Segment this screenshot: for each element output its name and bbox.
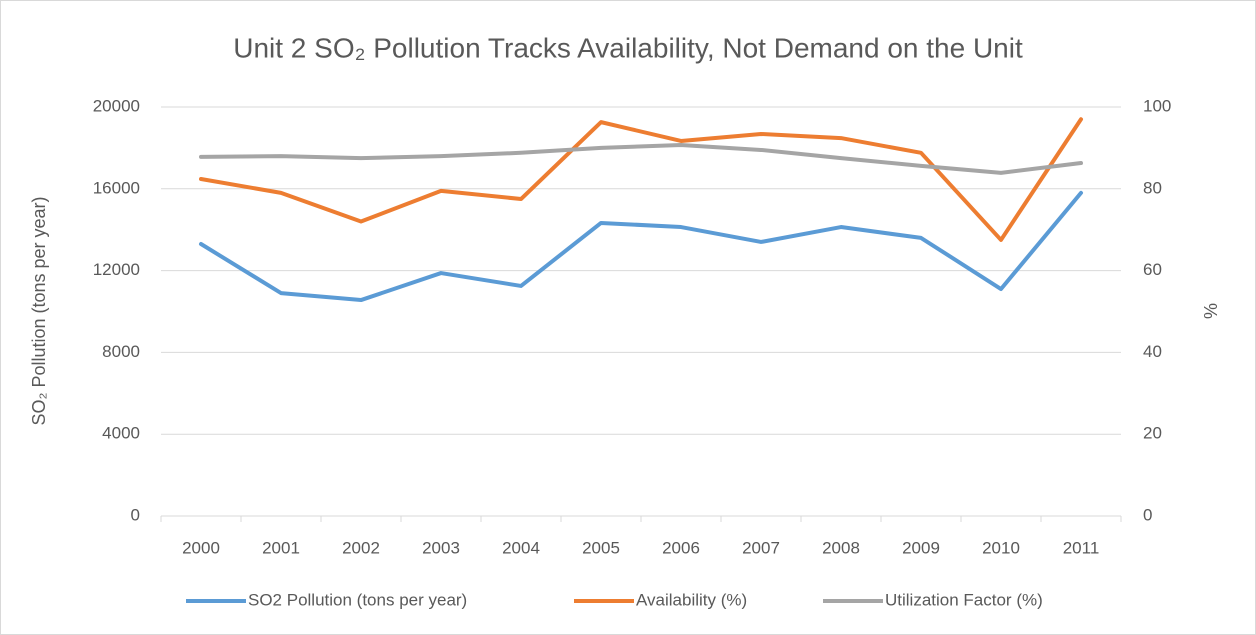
y2-axis-label: % — [1201, 303, 1221, 319]
x-tick-label: 2005 — [582, 538, 620, 557]
y2-tick-label: 60 — [1143, 260, 1162, 279]
y2-tick-label: 40 — [1143, 342, 1162, 361]
x-tick-label: 2004 — [502, 538, 540, 557]
y2-tick-label: 20 — [1143, 424, 1162, 443]
series-line — [199, 143, 1083, 175]
y-axis-label: SO₂ Pollution (tons per year) — [29, 196, 49, 425]
y-tick-label: 16000 — [93, 178, 140, 197]
x-tick-label: 2000 — [182, 538, 220, 557]
x-tick-label: 2008 — [822, 538, 860, 557]
y-tick-label: 0 — [131, 505, 140, 524]
legend-label: Utilization Factor (%) — [885, 590, 1043, 609]
y-tick-label: 12000 — [93, 260, 140, 279]
x-tick-label: 2006 — [662, 538, 700, 557]
y-tick-label: 4000 — [102, 424, 140, 443]
legend-label: Availability (%) — [636, 590, 747, 609]
x-tick-label: 2003 — [422, 538, 460, 557]
y-tick-label: 20000 — [93, 96, 140, 115]
x-tick-label: 2002 — [342, 538, 380, 557]
y2-tick-label: 80 — [1143, 178, 1162, 197]
x-tick-label: 2010 — [982, 538, 1020, 557]
chart-title: Unit 2 SO₂ Pollution Tracks Availability… — [233, 32, 1023, 63]
x-tick-label: 2011 — [1063, 538, 1100, 557]
y2-tick-label: 0 — [1143, 505, 1152, 524]
series-line — [199, 190, 1083, 303]
x-tick-label: 2009 — [902, 538, 940, 557]
x-tick-label: 2007 — [742, 538, 780, 557]
x-tick-label: 2001 — [262, 538, 300, 557]
y2-tick-label: 100 — [1143, 96, 1171, 115]
y-tick-label: 8000 — [102, 342, 140, 361]
legend-label: SO2 Pollution (tons per year) — [248, 590, 467, 609]
